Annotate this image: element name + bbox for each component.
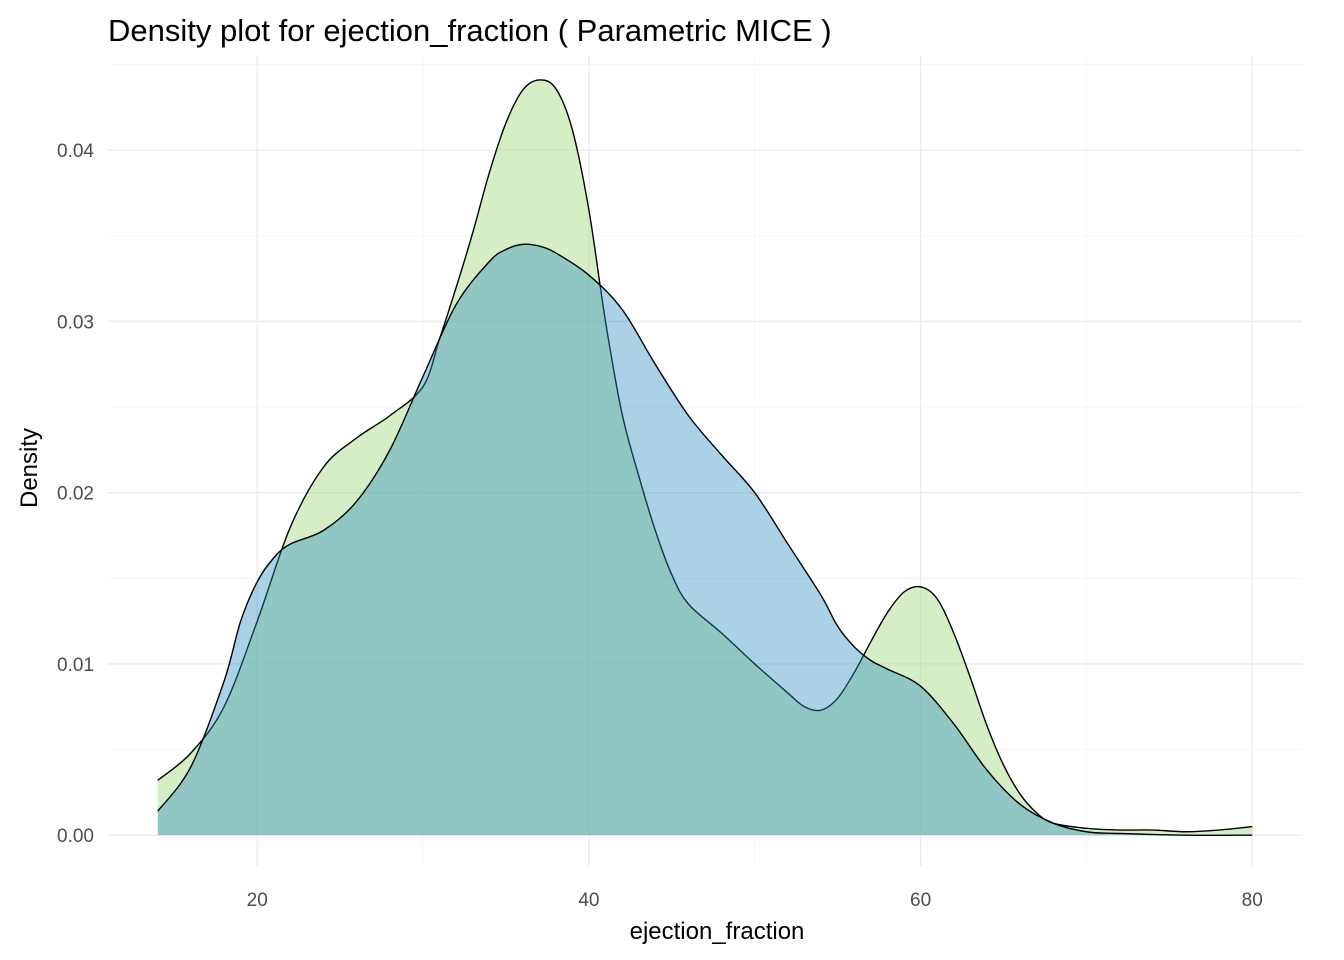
density-areas — [157, 79, 1253, 837]
y-tick-label: 0.00 — [57, 826, 94, 847]
density-line-2 — [157, 243, 1253, 837]
y-tick-label: 0.01 — [57, 655, 94, 676]
y-tick-label: 0.04 — [57, 141, 94, 162]
x-tick-label: 40 — [578, 890, 599, 911]
tick-labels: 20 40 60 80 0.00 0.01 0.02 0.03 0.04 — [57, 141, 1263, 911]
x-tick-label: 20 — [247, 890, 268, 911]
x-tick-label: 60 — [910, 890, 931, 911]
x-tick-label: 80 — [1242, 890, 1263, 911]
density-line-1 — [157, 79, 1253, 833]
density-area-2 — [157, 244, 1253, 836]
y-axis-title: Density — [16, 428, 43, 508]
x-axis-title: ejection_fraction — [630, 918, 805, 945]
y-tick-label: 0.02 — [57, 484, 94, 505]
y-tick-label: 0.03 — [57, 312, 94, 333]
chart-title: Density plot for ejection_fraction ( Par… — [108, 13, 832, 48]
density-area-1 — [157, 79, 1253, 836]
